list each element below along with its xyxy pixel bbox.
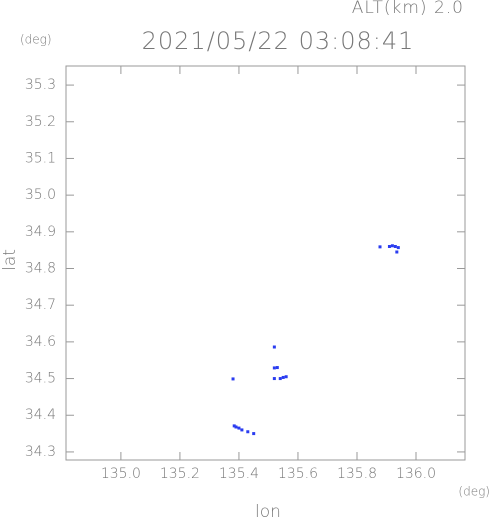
y-tick-label: 34.4: [25, 407, 56, 423]
point: [390, 244, 394, 248]
point: [231, 377, 235, 381]
x-tick-label: 135.4: [219, 466, 259, 482]
point: [396, 246, 400, 250]
x-tick-label: 136.0: [396, 466, 436, 482]
altitude-label: ALT(km) 2.0: [352, 0, 464, 18]
point: [246, 430, 250, 434]
x-axis-label: lon: [255, 502, 281, 521]
x-tick-label: 135.2: [160, 466, 200, 482]
point: [393, 244, 397, 248]
y-tick-label: 34.9: [25, 224, 56, 240]
plot-frame: [65, 65, 466, 461]
y-axis-label: lat: [0, 249, 20, 271]
point: [272, 366, 276, 370]
y-tick-label: 34.5: [25, 371, 56, 387]
y-tick-label: 34.8: [25, 261, 56, 277]
x-unit: (deg): [458, 485, 490, 499]
y-tick-label: 35.2: [25, 114, 56, 130]
point: [395, 250, 399, 254]
y-tick-label: 35.0: [25, 187, 56, 203]
chart-title: 2021/05/22 03:08:41: [142, 27, 415, 55]
point: [278, 377, 282, 381]
x-tick-label: 135.8: [337, 466, 377, 482]
point: [272, 345, 276, 349]
point: [272, 377, 276, 381]
point: [240, 428, 244, 432]
point: [252, 432, 256, 436]
y-tick-label: 34.3: [25, 444, 56, 460]
point: [234, 425, 238, 429]
y-tick-label: 34.7: [25, 297, 56, 313]
y-tick-label: 35.1: [25, 150, 56, 166]
point: [275, 366, 279, 370]
point: [378, 245, 382, 249]
y-tick-label: 34.6: [25, 334, 56, 350]
point: [284, 375, 288, 379]
y-tick-label: 35.3: [25, 77, 56, 93]
point: [387, 244, 391, 248]
x-tick-label: 135.0: [101, 466, 141, 482]
point: [237, 426, 241, 430]
y-unit: (deg): [20, 33, 52, 47]
point: [232, 424, 236, 428]
point: [281, 375, 285, 379]
x-tick-label: 135.6: [278, 466, 318, 482]
